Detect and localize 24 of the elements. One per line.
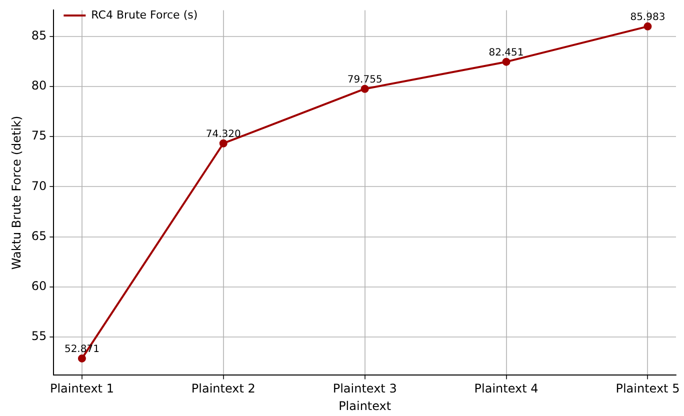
legend-label: RC4 Brute Force (s) — [91, 8, 198, 22]
point — [644, 22, 652, 30]
y-axis-title: Waktu Brute Force (detik) — [9, 116, 24, 270]
y-tick-label: 85 — [31, 28, 47, 42]
data-label: 82.451 — [488, 47, 524, 58]
y-tick-label: 80 — [31, 78, 47, 93]
y-tick-label: 65 — [31, 228, 47, 243]
point — [360, 84, 369, 93]
x-tick-label: Plaintext 2 — [191, 382, 256, 396]
x-tick-label: Plaintext 3 — [332, 382, 397, 396]
x-tick-label: Plaintext 4 — [474, 382, 538, 396]
point — [219, 139, 228, 148]
point — [502, 58, 510, 66]
y-tick-label: 55 — [31, 329, 47, 344]
point — [78, 354, 86, 362]
x-tick-label: Plaintext 5 — [616, 382, 680, 396]
x-tick-label: Plaintext 1 — [50, 382, 114, 396]
data-label: 85.983 — [630, 12, 666, 24]
x-axis-title: Plaintext — [338, 398, 392, 413]
data-label: 79.755 — [347, 74, 382, 86]
y-tick-label: 75 — [31, 128, 47, 143]
y-tick-label: 70 — [31, 178, 47, 193]
data-label: 74.320 — [206, 128, 241, 140]
y-tick-label: 60 — [31, 279, 47, 294]
